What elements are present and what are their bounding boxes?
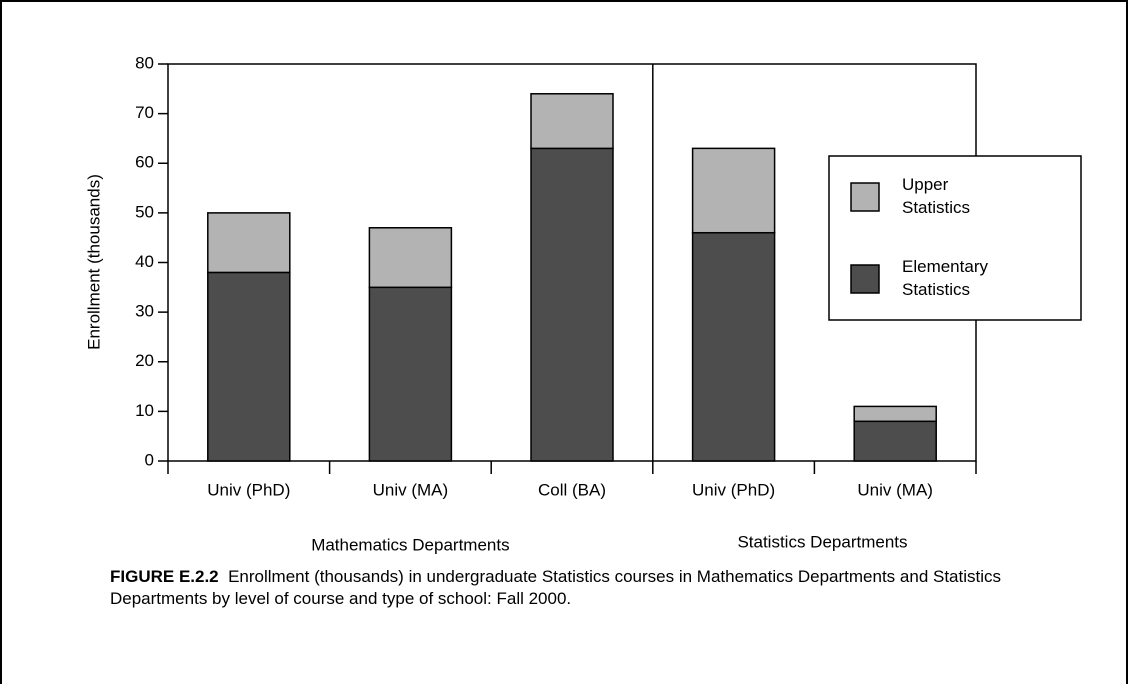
legend-swatch <box>850 264 880 294</box>
y-tick-label: 60 <box>135 153 154 172</box>
group-label: Mathematics Departments <box>311 535 509 554</box>
y-tick-label: 80 <box>135 53 154 72</box>
y-tick-label: 10 <box>135 401 154 420</box>
y-tick-label: 70 <box>135 103 154 122</box>
legend-label: Upper Statistics <box>902 175 971 217</box>
y-tick-label: 30 <box>135 302 154 321</box>
bar-segment <box>368 286 453 462</box>
bar-segment <box>853 420 937 462</box>
figure-label: FIGURE E.2.2 <box>110 567 219 586</box>
bar-segment <box>691 147 776 234</box>
x-tick-label: Univ (MA) <box>373 480 449 499</box>
caption: FIGURE E.2.2 Enrollment (thousands) in u… <box>110 566 1010 610</box>
bar-segment <box>530 147 614 462</box>
bar-segment <box>530 93 614 150</box>
x-tick-label: Univ (PhD) <box>692 480 775 499</box>
x-tick-label: Univ (MA) <box>857 480 933 499</box>
x-tick-label: Coll (BA) <box>538 480 606 499</box>
y-tick-label: 0 <box>145 450 154 469</box>
group-label: Statistics Departments <box>737 532 907 551</box>
caption-text: Enrollment (thousands) in undergraduate … <box>110 567 1002 608</box>
y-tick-label: 20 <box>135 351 154 370</box>
bar-segment <box>207 271 291 462</box>
bar-segment <box>207 212 291 274</box>
y-tick-label: 40 <box>135 252 154 271</box>
y-axis-label: Enrollment (thousands) <box>84 174 103 350</box>
legend-label: Elementary Statistics <box>902 257 988 299</box>
y-tick-label: 50 <box>135 202 154 221</box>
x-tick-label: Univ (PhD) <box>207 480 290 499</box>
bar-segment <box>853 405 937 423</box>
legend-swatch <box>850 182 880 212</box>
bar-segment <box>368 227 453 289</box>
bar-segment <box>691 231 776 462</box>
